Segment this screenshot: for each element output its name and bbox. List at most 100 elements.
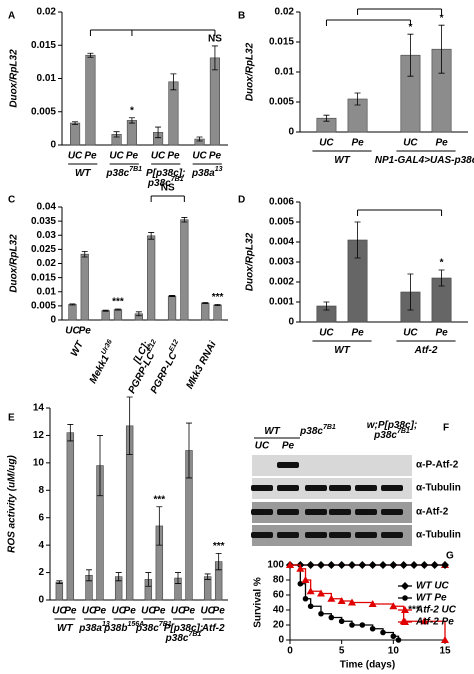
x-tick-label: Pe [435,328,448,339]
group-label: p38b156A [103,621,144,633]
error-bar [407,273,414,311]
y-tick-label: 0.015 [269,37,294,48]
group-label-sup: 7B1 [129,166,142,173]
panel-letter: E [8,413,15,424]
error-bar [135,311,142,317]
group-label-text: p38c [135,623,159,634]
bar [70,122,81,146]
error-bar [170,73,177,91]
significance: *** [213,541,225,552]
group-label: WT [334,345,350,356]
marker [327,594,336,602]
x-tick-label: Pe [213,606,226,617]
error-bar [72,121,79,125]
group-label: NP1-GAL4>UAS-p38c [375,155,474,166]
group-label: Atf-2 [201,623,225,634]
x-tick-label: UC [319,138,334,149]
x-tick-label: Pe [94,606,107,617]
y-tick-label: 0.015 [31,272,56,283]
y-tick-label: 0.02 [37,7,57,18]
error-bar [81,250,88,258]
bar [126,120,138,146]
x-tick-label: UC [319,328,334,339]
group-label-text: WT [334,345,350,356]
error-bar [438,269,445,287]
panel-letter: A [8,11,15,22]
x-tick-label: Pe [84,151,97,162]
x-tick-label: 5 [339,646,345,657]
y-tick-label: 0 [50,140,56,151]
significance: *** [212,292,224,303]
x-tick-label: Pe [126,151,139,162]
group-label-text: P[p38c]; [164,623,203,634]
x-tick-label: UC [111,606,126,617]
y-tick-label: 10 [33,457,45,468]
error-bar [215,552,222,571]
group-label-text: p38a [191,168,215,179]
blot-band [251,509,273,515]
significance: * [408,22,412,33]
group-label-text: p38c [165,633,189,644]
x-tick-label: 15 [439,646,451,657]
bar [147,235,156,321]
bar [213,304,222,321]
group-label-text: p38c [299,426,323,437]
error-bar [407,33,414,77]
x-tick-label: Pe [124,606,137,617]
error-bar [323,301,330,311]
y-tick-label: 0.005 [31,301,56,312]
bar [203,576,212,601]
blot-band [305,509,327,515]
panel-letter: B [238,11,245,22]
x-tick-label: UC [403,138,418,149]
marker [337,597,346,604]
error-bar [87,52,94,58]
marker [379,561,387,569]
group-label: p38c7B1 [373,428,410,440]
group-label: p38c7B1 [165,631,202,643]
y-tick-label: 60 [273,590,285,601]
x-tick-label: 0 [287,646,293,657]
x-tick-label: Pe [153,606,166,617]
group-label: WT [75,168,91,179]
x-tick-label: UC [171,606,186,617]
x-tick-label: Pe [351,138,364,149]
group-label-text: w;P[p38c]; [367,420,418,431]
error-bar [196,136,203,142]
bar [113,309,123,321]
y-tick-label: 0.005 [269,217,294,228]
y-tick-label: 14 [33,403,45,414]
error-bar [202,302,209,305]
y-tick-label: 0 [278,635,284,646]
marker [395,637,402,643]
y-tick-label: 12 [33,430,45,441]
y-axis-title: Duox/RpL32 [9,234,20,293]
error-bar [354,221,361,259]
bar [55,581,64,601]
significance: * [130,105,134,116]
marker [358,561,367,569]
error-bar [214,304,221,306]
bracket-label: NS [161,183,175,194]
x-tick-label: Pe [64,606,77,617]
marker [301,576,310,583]
group-label: P[p38c]; [146,168,185,179]
row-label: α-Tubulin [416,483,461,494]
legend-label: WT UC [416,581,450,592]
significance: NS [208,34,222,45]
marker [327,561,336,569]
bar [68,304,77,321]
x-tick-label: Pe [183,606,196,617]
error-bar [156,506,163,546]
lane-label: UC [255,441,270,452]
bar [80,253,89,321]
error-bar [211,45,218,71]
group-label-text: p38b [103,623,127,634]
y-tick-label: 0.003 [269,257,294,268]
group-label-sup: 7B1 [159,621,172,628]
blot-band [355,509,377,515]
marker [306,561,315,569]
x-tick-label: UC [192,151,207,162]
